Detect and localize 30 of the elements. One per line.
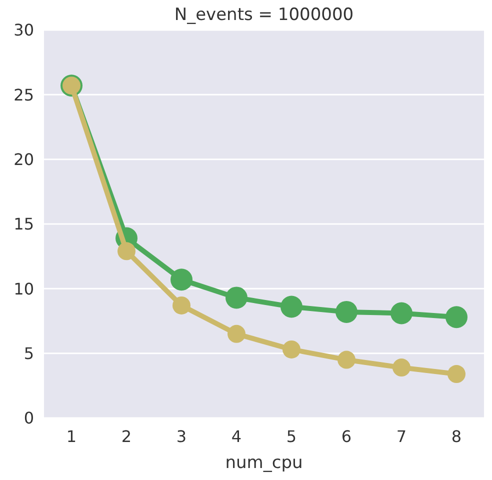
x-tick-label: 8 <box>451 427 462 446</box>
point <box>338 350 356 369</box>
chart-title: N_events = 1000000 <box>174 5 354 25</box>
x-tick-label: 7 <box>396 427 407 446</box>
y-tick-label: 15 <box>14 214 34 234</box>
x-tick-label: 6 <box>341 427 352 446</box>
point <box>282 340 300 358</box>
point <box>448 365 466 384</box>
point <box>280 296 302 318</box>
point <box>390 302 412 324</box>
y-tick-label: 25 <box>14 85 34 104</box>
x-tick-label: 4 <box>231 427 242 446</box>
x-tick-label: 2 <box>121 427 132 446</box>
x-tick-label: 3 <box>176 427 187 446</box>
point <box>226 286 248 309</box>
point <box>118 242 136 260</box>
point <box>446 306 468 328</box>
x-axis-title: num_cpu <box>225 453 303 473</box>
point <box>228 324 246 343</box>
y-tick-label: 0 <box>24 408 34 428</box>
x-tick-label: 1 <box>66 427 77 446</box>
x-tick-label: 5 <box>286 427 297 446</box>
y-tick-label: 20 <box>14 150 34 169</box>
point <box>172 296 190 314</box>
point <box>336 300 358 323</box>
point <box>170 268 192 291</box>
point <box>392 358 410 377</box>
y-tick-label: 30 <box>14 20 34 40</box>
y-tick-label: 5 <box>24 344 34 363</box>
y-tick-label: 10 <box>14 279 34 298</box>
